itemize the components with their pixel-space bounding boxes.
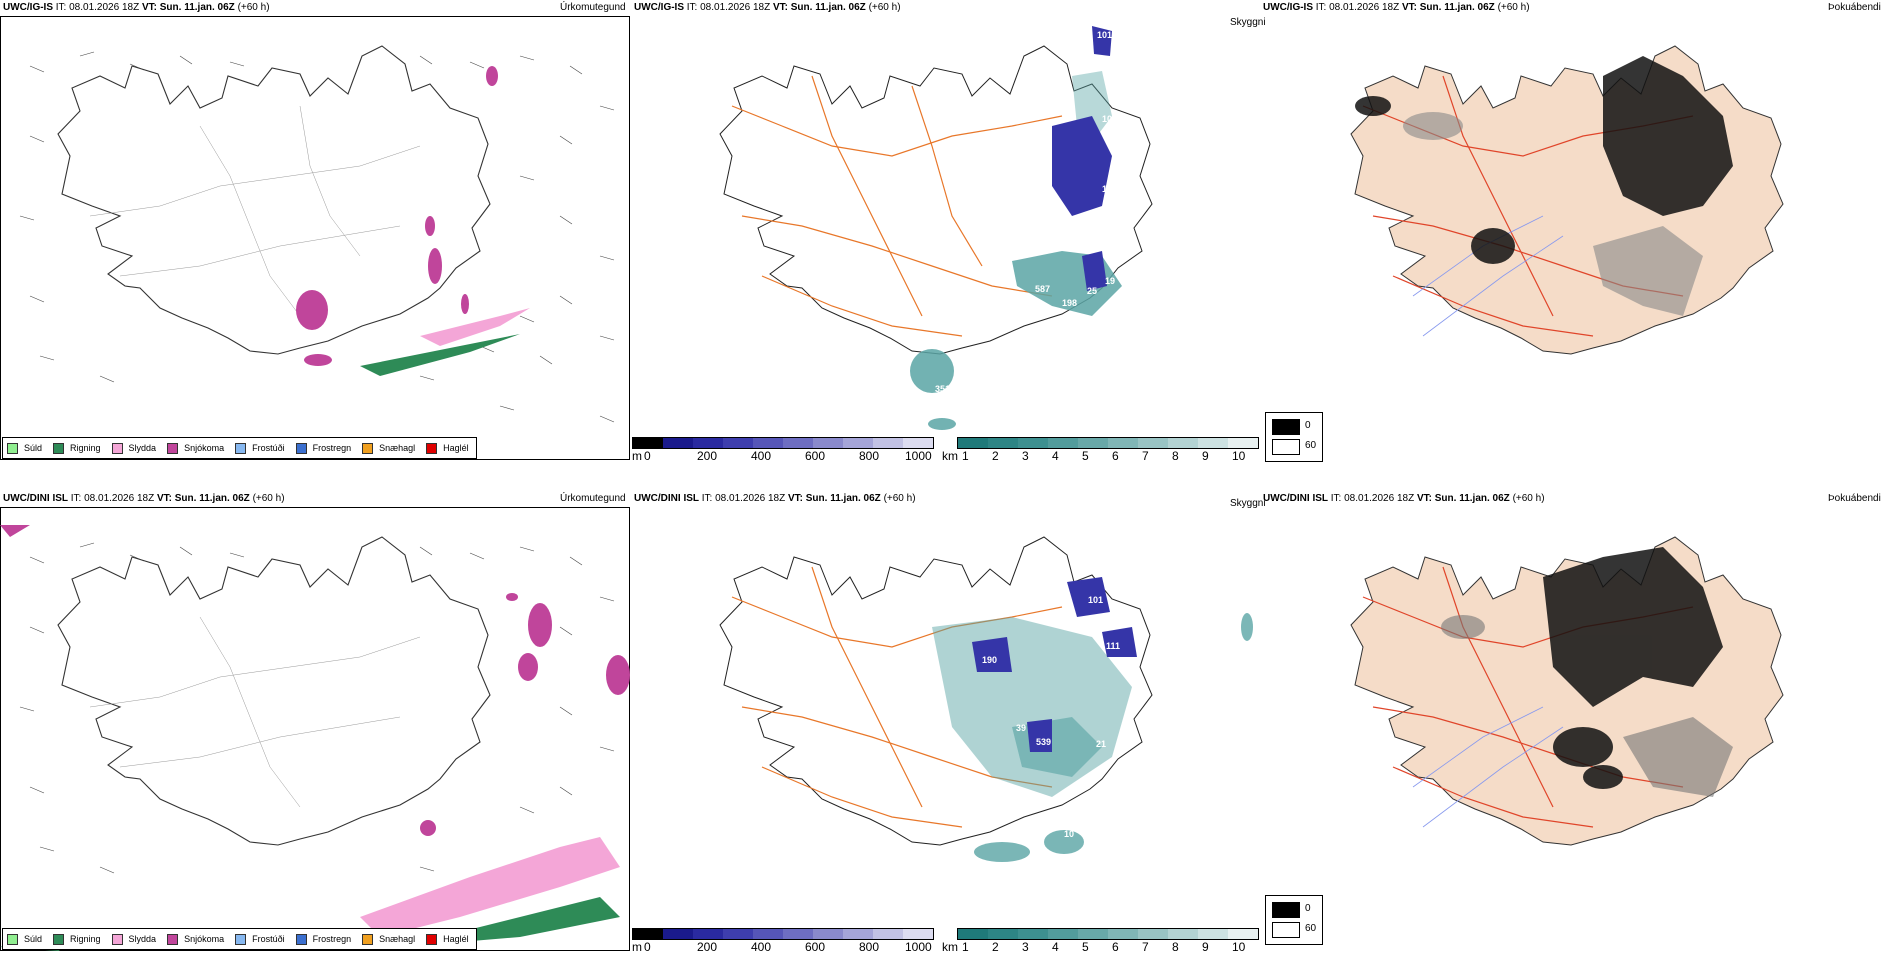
legend-item: Snæhagl — [362, 442, 415, 454]
svg-text:19: 19 — [1105, 276, 1115, 286]
legend-item: Snjókoma — [167, 933, 224, 945]
visibility-colorbar — [957, 437, 1259, 449]
legend-item: Súld — [7, 442, 42, 454]
fog-map — [1350, 45, 1784, 355]
panel-title: Skyggni — [1230, 498, 1266, 509]
cloud-panel-2: UWC/DINI ISL IT: 08.01.2026 18Z VT: Sun.… — [632, 491, 1262, 954]
panel-title: Skyggni — [1230, 17, 1266, 28]
cloud-panel-1: UWC/IG-IS IT: 08.01.2026 18Z VT: Sun. 11… — [632, 0, 1262, 463]
fog-key: 0 60 — [1265, 412, 1323, 462]
fog-panel-1: UWC/IG-IS IT: 08.01.2026 18Z VT: Sun. 11… — [1263, 0, 1898, 460]
fog-key: 0 60 — [1265, 895, 1323, 945]
precip-map — [0, 525, 630, 951]
legend-item: Súld — [7, 933, 42, 945]
legend-item: Frostúði — [235, 442, 285, 454]
svg-text:203: 203 — [1064, 328, 1079, 338]
svg-text:351: 351 — [935, 384, 950, 394]
precip-map — [19, 45, 615, 423]
precip-sleet — [420, 308, 530, 346]
map-frame — [0, 16, 630, 460]
legend-item: Frostregn — [295, 933, 351, 945]
svg-text:190: 190 — [982, 655, 997, 665]
legend-item: Rigning — [53, 933, 101, 945]
svg-text:25: 25 — [1087, 286, 1097, 296]
cloud-base-ticks: m 0 200 400 600 800 1000 — [632, 449, 932, 463]
svg-text:101: 101 — [1088, 595, 1103, 605]
legend-item: Slydda — [111, 933, 156, 945]
panel-header: UWC/DINI ISL IT: 08.01.2026 18Z VT: Sun.… — [3, 493, 285, 504]
precip-panel-1: UWC/IG-IS IT: 08.01.2026 18Z VT: Sun. 11… — [0, 0, 630, 460]
precip-rain — [360, 334, 520, 376]
svg-text:539: 539 — [1036, 737, 1051, 747]
visibility-ticks: km 1 2 3 4 5 6 7 8 9 10 — [942, 940, 1246, 954]
svg-text:21: 21 — [1096, 739, 1106, 749]
legend-item: Haglél — [426, 933, 469, 945]
panel-header: UWC/IG-IS IT: 08.01.2026 18Z VT: Sun. 11… — [634, 2, 901, 13]
fog-field — [1355, 56, 1733, 264]
svg-text:587: 587 — [1035, 284, 1050, 294]
visibility-colorbar — [957, 928, 1259, 940]
svg-text:291: 291 — [1171, 627, 1186, 637]
cloud-map: 101 98 111 291 190 39 539 14 21 10 — [719, 536, 1253, 862]
cloud-base-colorbar — [632, 928, 934, 940]
precip-legend: Súld Rigning Slydda Snjókoma Frostúði Fr… — [2, 928, 477, 950]
svg-text:121: 121 — [1102, 184, 1117, 194]
precip-panel-2: UWC/DINI ISL IT: 08.01.2026 18Z VT: Sun.… — [0, 491, 630, 951]
legend-item: Rigning — [53, 442, 101, 454]
precip-snow — [296, 66, 498, 366]
svg-text:111: 111 — [1106, 641, 1120, 651]
svg-text:198: 198 — [1062, 298, 1077, 308]
panel-title: Úrkomutegund — [560, 2, 626, 13]
cloud-labels: 101 108 121 110 12 587 19 25 198 203 351 — [935, 30, 1133, 394]
model-name: UWC/IG-IS — [3, 2, 53, 13]
cloud-base-ticks: m 0 200 400 600 800 1000 — [632, 940, 932, 954]
svg-text:14: 14 — [1124, 721, 1134, 731]
cloud-base-colorbar — [632, 437, 934, 449]
fog-panel-2: UWC/DINI ISL IT: 08.01.2026 18Z VT: Sun.… — [1263, 491, 1898, 951]
legend-item: Slydda — [111, 442, 156, 454]
legend-item: Frostúði — [235, 933, 285, 945]
svg-text:108: 108 — [1102, 114, 1117, 124]
svg-text:110: 110 — [1118, 184, 1133, 194]
legend-item: Snæhagl — [362, 933, 415, 945]
panel-header: UWC/DINI ISL IT: 08.01.2026 18Z VT: Sun.… — [634, 493, 916, 504]
svg-text:10: 10 — [1064, 829, 1074, 839]
visibility-ticks: km 1 2 3 4 5 6 7 8 9 10 — [942, 449, 1246, 463]
panel-title: Úrkomutegund — [560, 493, 626, 504]
panel-header: UWC/DINI ISL IT: 08.01.2026 18Z VT: Sun.… — [1263, 493, 1545, 504]
svg-text:12: 12 — [1122, 228, 1132, 238]
svg-text:98: 98 — [1092, 625, 1102, 635]
legend-item: Snjókoma — [167, 442, 224, 454]
fog-map — [1350, 536, 1784, 846]
legend-item: Haglél — [426, 442, 469, 454]
panel-title: Þokuábendi — [1828, 493, 1881, 504]
panel-title: Þokuábendi — [1828, 2, 1881, 13]
svg-text:39: 39 — [1016, 723, 1026, 733]
precip-legend: Súld Rigning Slydda Snjókoma Frostúði Fr… — [2, 437, 477, 459]
cloud-map: 101 108 121 110 12 587 19 25 198 203 351 — [719, 26, 1153, 430]
svg-text:101: 101 — [1097, 30, 1112, 40]
legend-item: Frostregn — [295, 442, 351, 454]
cloud-base-field — [1052, 26, 1112, 291]
panel-header: UWC/IG-IS IT: 08.01.2026 18Z VT: Sun. 11… — [1263, 2, 1530, 13]
panel-header: UWC/IG-IS IT: 08.01.2026 18Z VT: Sun. 11… — [3, 2, 270, 13]
